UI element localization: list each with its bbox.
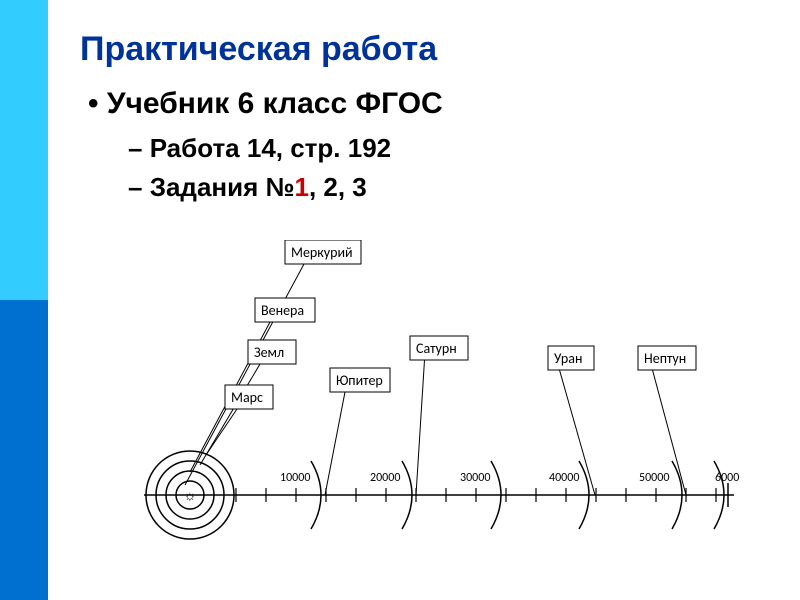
svg-text:Нептун: Нептун [644,350,686,367]
svg-text:Уран: Уран [554,350,582,367]
sidebar-bottom-stripe [0,300,48,600]
dash-work-page-text: Работа 14, стр. 192 [150,133,391,163]
svg-text:40000: 40000 [549,471,579,485]
svg-text:Сатурн: Сатурн [416,340,457,357]
svg-text:10000: 10000 [280,471,310,485]
svg-text:Меркурий: Меркурий [291,244,353,261]
svg-text:6000: 6000 [715,471,739,485]
sidebar [0,0,48,600]
svg-text:50000: 50000 [639,471,669,485]
content: Практическая работа Учебник 6 класс ФГОС… [80,30,780,211]
solar-system-diagram: ☼ 10000 20000 30000 40000 50000 6000 Меркурий Ве… [90,240,790,580]
dash-tasks-rest: , 2, 3 [309,172,367,202]
svg-text:20000: 20000 [370,471,400,485]
sidebar-top-stripe [0,0,48,300]
dash-tasks-prefix: Задания № [150,172,295,202]
svg-text:Юпитер: Юпитер [336,372,383,389]
svg-text:Земл: Земл [254,344,284,361]
svg-text:Марс: Марс [231,389,263,406]
svg-text:☼: ☼ [184,487,197,503]
svg-text:30000: 30000 [460,471,490,485]
dash-tasks-one: 1 [294,172,308,202]
slide-title: Практическая работа [80,30,780,69]
bullet-textbook: Учебник 6 класс ФГОС [88,87,780,121]
svg-text:Венера: Венера [261,302,304,319]
dash-work-page: – Работа 14, стр. 192 [128,133,780,164]
dash-tasks: – Задания №1, 2, 3 [128,172,780,203]
